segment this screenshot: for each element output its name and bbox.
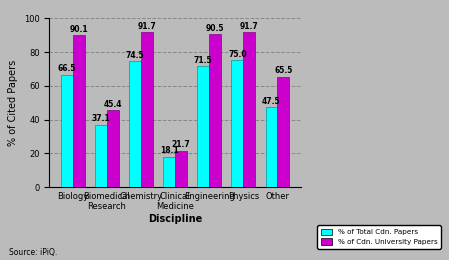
Text: 90.1: 90.1: [70, 25, 88, 34]
Bar: [73, 35, 85, 187]
Bar: [107, 110, 119, 187]
X-axis label: Discipline: Discipline: [148, 214, 202, 224]
Text: 66.5: 66.5: [57, 64, 76, 74]
Bar: [163, 157, 175, 187]
Text: 21.7: 21.7: [172, 140, 190, 149]
Bar: [175, 151, 187, 187]
Bar: [197, 66, 209, 187]
Legend: % of Total Cdn. Papers, % of Cdn. University Papers: % of Total Cdn. Papers, % of Cdn. Univer…: [317, 225, 441, 249]
Bar: [231, 60, 243, 187]
Text: Source: iPiQ.: Source: iPiQ.: [9, 248, 57, 257]
Text: 91.7: 91.7: [137, 22, 156, 31]
Bar: [265, 107, 277, 187]
Text: 74.5: 74.5: [126, 51, 144, 60]
Bar: [243, 32, 255, 187]
Text: 90.5: 90.5: [206, 24, 224, 33]
Text: 65.5: 65.5: [274, 66, 293, 75]
Bar: [61, 75, 73, 187]
Bar: [141, 32, 153, 187]
Bar: [209, 34, 221, 187]
Text: 75.0: 75.0: [228, 50, 247, 59]
Text: 37.1: 37.1: [92, 114, 110, 123]
Text: 71.5: 71.5: [194, 56, 212, 65]
Text: 18.1: 18.1: [160, 146, 179, 155]
Text: 47.5: 47.5: [262, 96, 281, 106]
Bar: [129, 61, 141, 187]
Y-axis label: % of Cited Papers: % of Cited Papers: [9, 60, 18, 146]
Text: 45.4: 45.4: [104, 100, 122, 109]
Text: 91.7: 91.7: [240, 22, 259, 31]
Bar: [95, 125, 107, 187]
Bar: [277, 76, 290, 187]
